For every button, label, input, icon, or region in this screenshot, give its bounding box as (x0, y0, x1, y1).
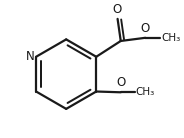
Text: N: N (26, 50, 35, 63)
Text: O: O (112, 3, 121, 17)
Text: O: O (141, 22, 150, 35)
Text: CH₃: CH₃ (161, 33, 180, 43)
Text: O: O (116, 76, 125, 89)
Text: CH₃: CH₃ (136, 87, 155, 97)
